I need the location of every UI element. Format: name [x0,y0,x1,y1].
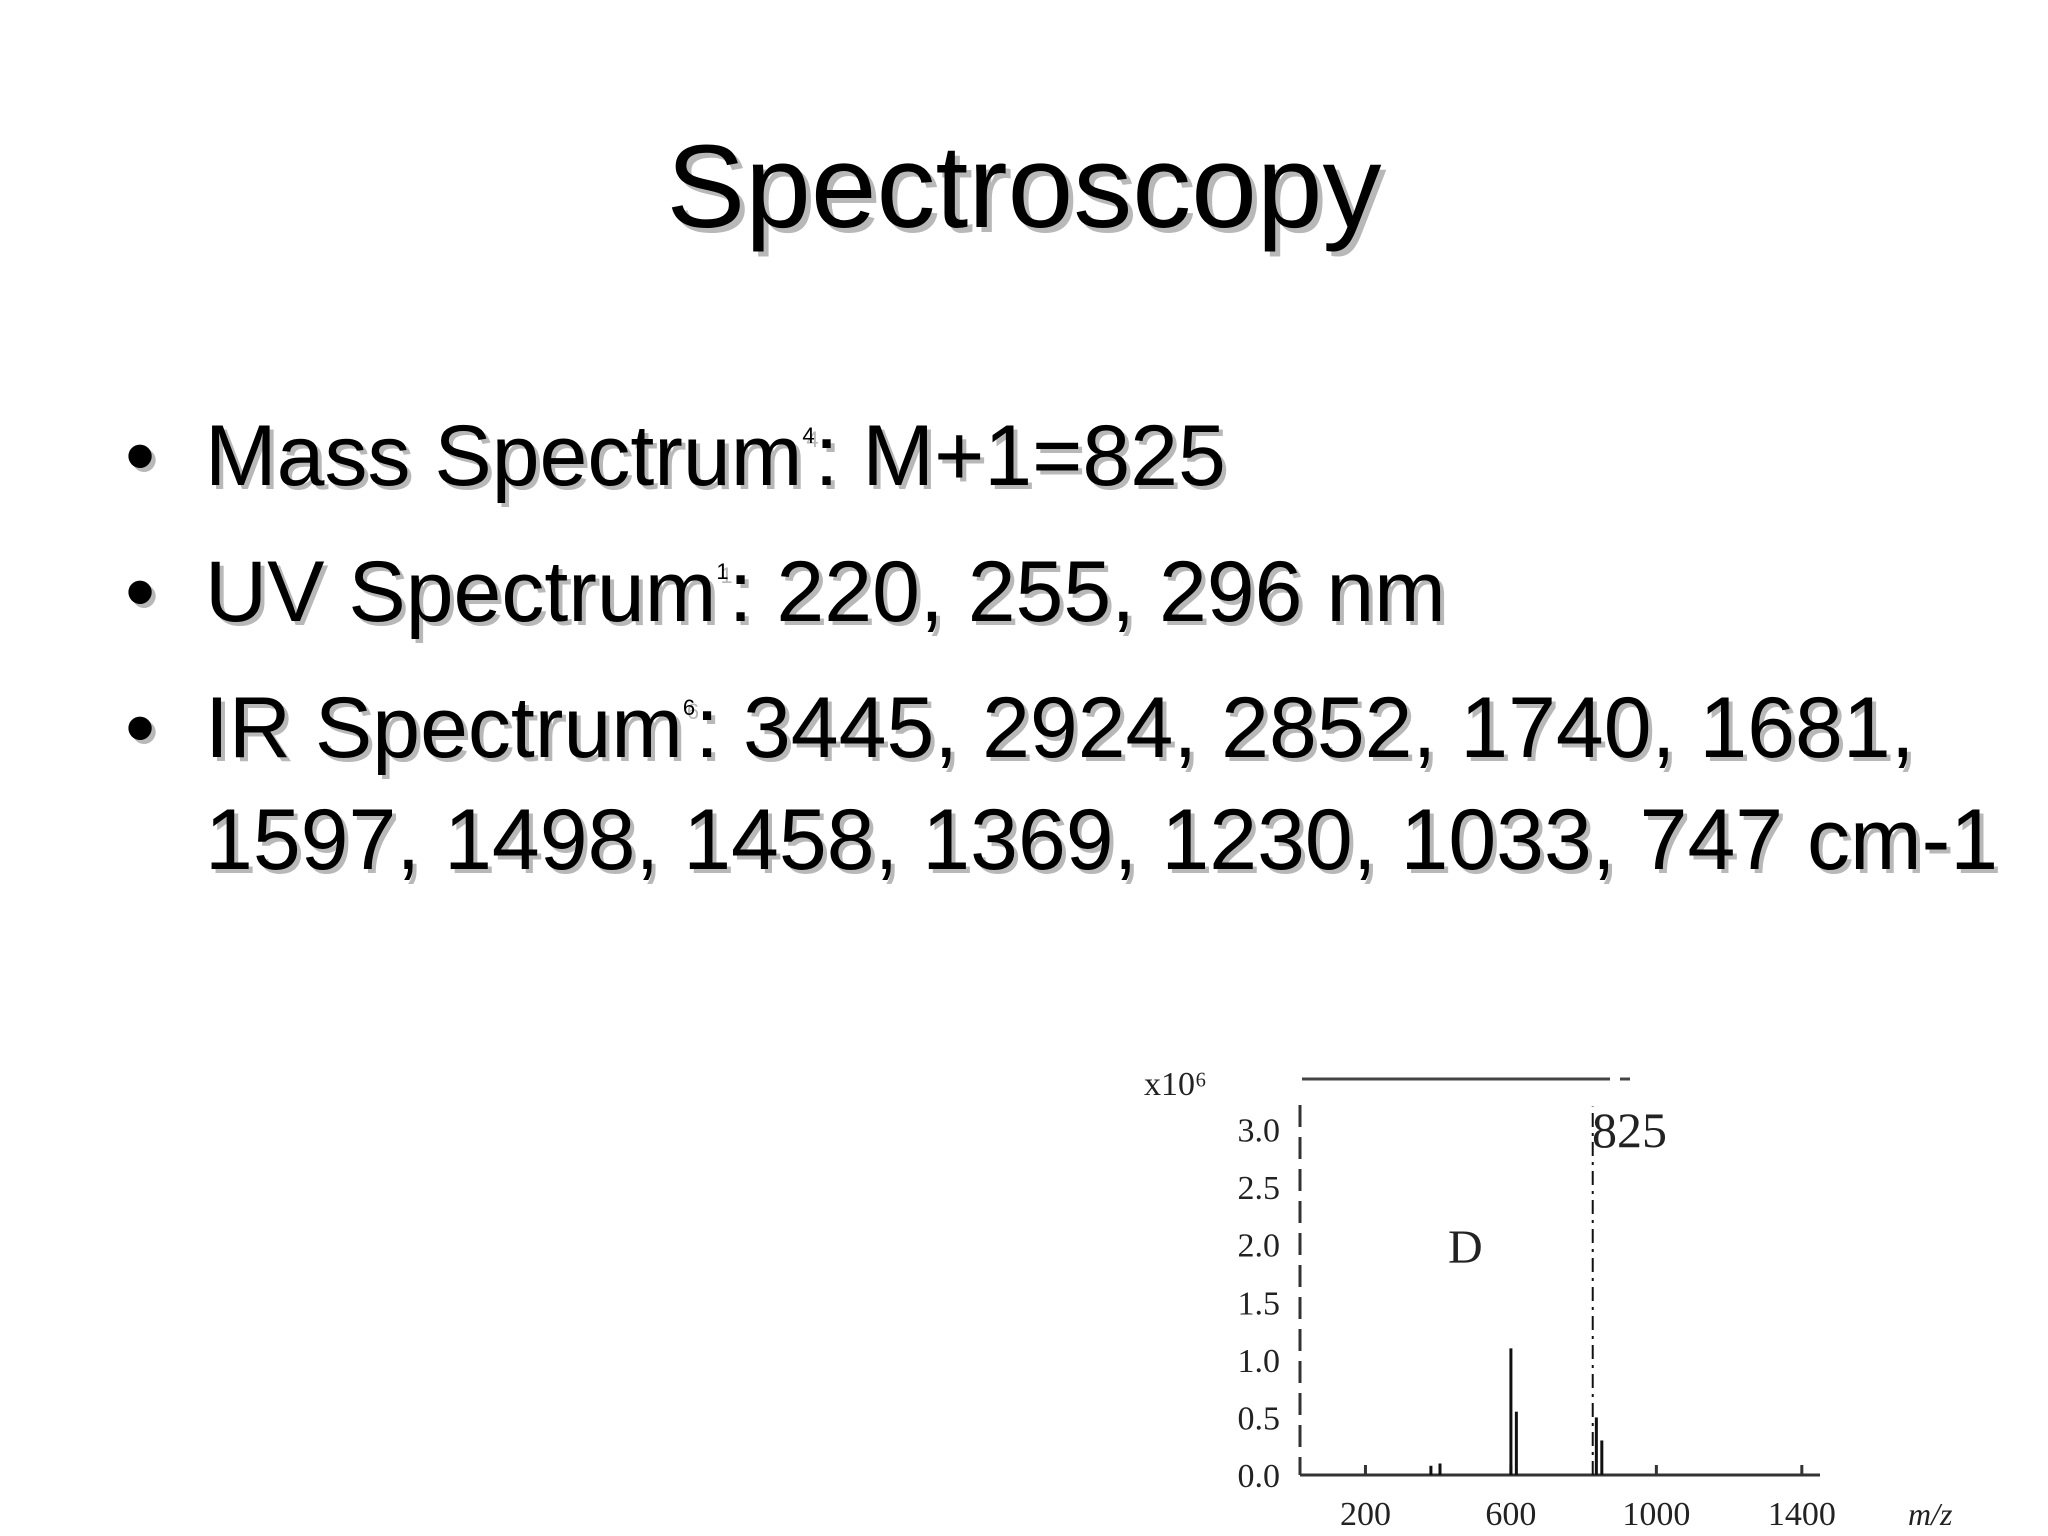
panel-label: D [1448,1221,1483,1274]
x-axis-label: m/z [1908,1496,1953,1532]
x-tick-label: 1400 [1768,1496,1836,1533]
y-tick-label: 0.0 [1238,1458,1281,1495]
y-tick-label: 2.5 [1238,1170,1281,1207]
peak-label: 825 [1592,1102,1667,1158]
y-tick-label: 2.0 [1238,1228,1281,1265]
reference-number: 6 [682,695,696,720]
bullet-text: : 3445, 2924, 2852, 1740, 1681, 1597, 14… [205,680,1999,888]
y-tick-label: 1.5 [1238,1285,1281,1322]
mass-spectrum-chart: x10⁶ D 825 m/z 0.0 0.5 1.0 1.5 2.0 2.5 3.0 200… [1144,1066,1953,1533]
y-tick-label: 0.5 [1238,1400,1281,1437]
bullet-label: Mass Spectrum [205,408,803,504]
x-tick-label: 1000 [1622,1496,1690,1533]
reference-number: 1 [716,559,729,584]
bullet-label: UV Spectrum [205,544,717,640]
y-multiplier-label: x10⁶ [1144,1066,1207,1103]
bullet-label: IR Spectrum [205,680,683,776]
peak-group [1429,1106,1604,1475]
bullet-list: • Mass Spectrum4: M+1=825 • UV Spectrum1: … [125,400,2005,920]
bullet-text: : M+1=825 [814,408,1226,504]
bullet-dot: • [125,544,156,640]
bullet-dot: • [125,680,156,776]
bullet-mass-spectrum: • Mass Spectrum4: M+1=825 [125,400,2005,512]
reference-number: 4 [802,423,815,448]
bullet-uv-spectrum: • UV Spectrum1: 220, 255, 296 nm [125,536,2005,648]
y-tick-label: 1.0 [1238,1343,1281,1380]
x-tick-label: 600 [1485,1496,1536,1533]
y-tick-label: 3.0 [1238,1113,1281,1150]
bullet-dot: • [125,408,156,504]
x-tick-label: 200 [1340,1496,1391,1533]
bullet-ir-spectrum: • IR Spectrum6: 3445, 2924, 2852, 1740, 1… [125,672,2005,896]
mass-spectrum-figure: x10⁶ D 825 m/z 0.0 0.5 1.0 1.5 2.0 2.5 3.0 200… [1130,1055,1980,1536]
x-tick-group: 200 600 1000 1400 [1340,1465,1836,1533]
bullet-text: : 220, 255, 296 nm [728,544,1446,640]
slide-title: Spectroscopy [666,121,1382,253]
y-tick-group: 0.0 0.5 1.0 1.5 2.0 2.5 3.0 [1238,1113,1281,1495]
